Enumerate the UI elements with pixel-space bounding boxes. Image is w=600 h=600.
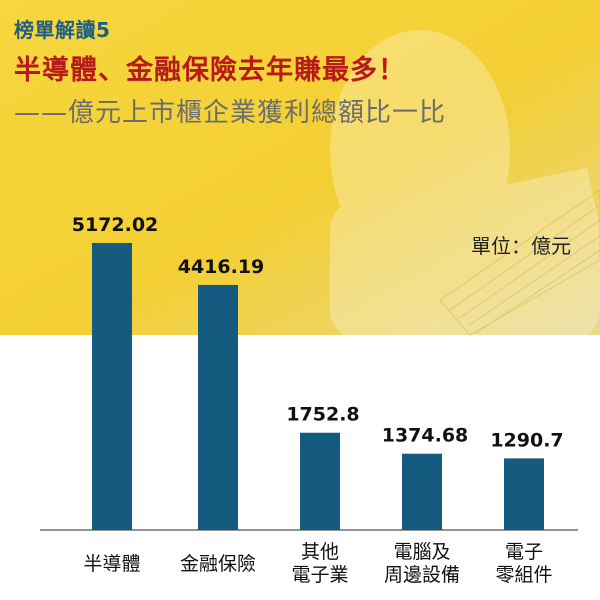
bar-0	[92, 243, 132, 530]
page-subtitle: ——億元上市櫃企業獲利總額比一比	[14, 98, 447, 128]
value-label-0: 5172.02	[72, 214, 159, 236]
category-label-3: 電腦及 周邊設備	[383, 541, 460, 586]
kicker-label: 榜單解讀5	[14, 18, 111, 42]
category-label-1: 金融保險	[179, 553, 256, 575]
keyboard-icon	[439, 189, 600, 336]
unit-label: 單位：億元	[471, 234, 571, 258]
bar-2	[300, 432, 340, 530]
bar-4	[504, 458, 544, 530]
background-photo-silhouette	[330, 30, 600, 340]
value-label-3: 1374.68	[382, 425, 469, 447]
value-label-2: 1752.8	[286, 404, 359, 426]
page-title: 半導體、金融保險去年賺最多！	[14, 55, 406, 86]
bar-1	[198, 284, 238, 530]
category-label-4: 電子 零組件	[495, 541, 553, 586]
value-label-4: 1290.7	[490, 429, 563, 451]
category-label-2: 其他 電子業	[291, 541, 349, 586]
value-label-1: 4416.19	[178, 256, 265, 278]
category-label-0: 半導體	[83, 553, 141, 575]
bar-3	[402, 453, 442, 530]
